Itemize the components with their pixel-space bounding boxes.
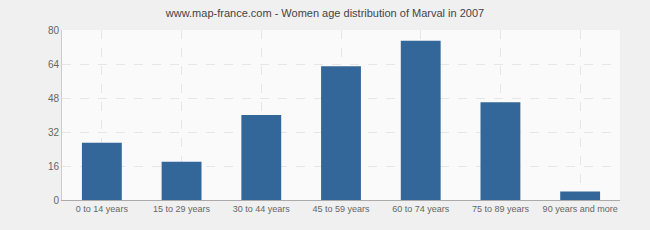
svg-text:16: 16	[48, 161, 60, 172]
svg-text:48: 48	[48, 93, 60, 104]
svg-text:32: 32	[48, 127, 60, 138]
svg-text:45 to 59 years: 45 to 59 years	[312, 204, 370, 214]
svg-text:90 years and more: 90 years and more	[543, 204, 618, 214]
svg-text:0: 0	[53, 195, 59, 206]
svg-text:30 to 44 years: 30 to 44 years	[233, 204, 291, 214]
svg-text:15 to 29 years: 15 to 29 years	[153, 204, 211, 214]
svg-text:64: 64	[48, 59, 60, 70]
svg-text:75 to 89 years: 75 to 89 years	[472, 204, 530, 214]
svg-text:www.map-france.com - Women age: www.map-france.com - Women age distribut…	[165, 7, 484, 19]
svg-text:80: 80	[48, 25, 60, 36]
svg-text:0 to 14 years: 0 to 14 years	[76, 204, 129, 214]
svg-text:60 to 74 years: 60 to 74 years	[392, 204, 450, 214]
